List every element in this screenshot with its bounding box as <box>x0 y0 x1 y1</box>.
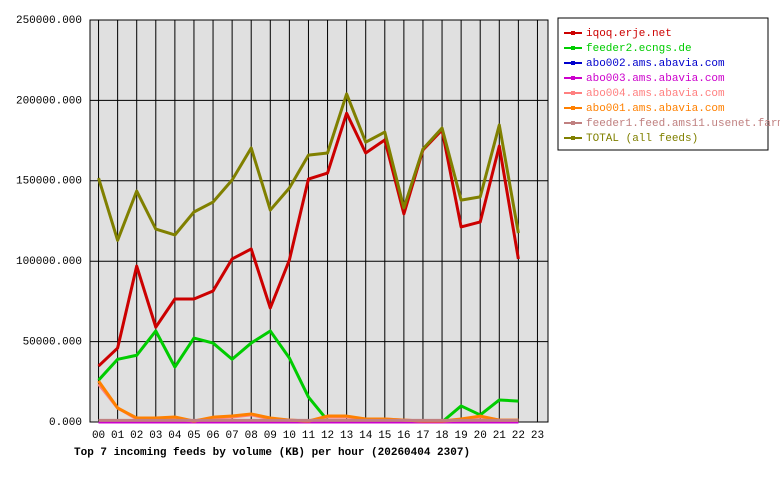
x-tick-label: 01 <box>111 430 125 442</box>
legend-label: abo002.ams.abavia.com <box>586 58 725 70</box>
legend-marker <box>571 61 575 65</box>
legend-marker <box>571 121 575 125</box>
legend-marker <box>571 91 575 95</box>
x-tick-label: 02 <box>130 430 143 442</box>
x-tick-label: 17 <box>416 430 429 442</box>
y-tick-label: 150000.000 <box>16 176 82 188</box>
x-tick-label: 09 <box>264 430 277 442</box>
y-tick-label: 250000.000 <box>16 15 82 27</box>
series-line <box>97 111 520 368</box>
x-tick-label: 22 <box>512 430 525 442</box>
x-tick-label: 13 <box>340 430 353 442</box>
x-tick-label: 19 <box>455 430 468 442</box>
y-tick-label: 50000.000 <box>23 337 82 349</box>
plot-area <box>89 19 549 423</box>
y-tick-label: 200000.000 <box>16 95 82 107</box>
chart-title: Top 7 incoming feeds by volume (KB) per … <box>74 447 470 459</box>
x-tick-label: 10 <box>283 430 296 442</box>
y-tick-label: 0.000 <box>49 417 82 429</box>
legend-marker <box>571 31 575 35</box>
x-tick-label: 11 <box>302 430 316 442</box>
x-tick-label: 23 <box>531 430 544 442</box>
x-tick-label: 00 <box>92 430 105 442</box>
x-tick-label: 20 <box>474 430 487 442</box>
x-tick-label: 07 <box>226 430 239 442</box>
x-tick-label: 04 <box>168 430 182 442</box>
legend-label: abo004.ams.abavia.com <box>586 88 725 100</box>
x-tick-label: 03 <box>149 430 162 442</box>
x-tick-label: 15 <box>378 430 391 442</box>
legend-label: feeder2.ecngs.de <box>586 43 692 55</box>
series-line <box>97 92 520 242</box>
legend-marker <box>571 46 575 50</box>
y-tick-label: 100000.000 <box>16 256 82 268</box>
legend-label: abo001.ams.abavia.com <box>586 103 725 115</box>
legend <box>557 17 769 151</box>
x-tick-label: 08 <box>245 430 258 442</box>
legend-label: TOTAL (all feeds) <box>586 133 698 145</box>
x-tick-label: 18 <box>435 430 448 442</box>
x-tick-label: 12 <box>321 430 334 442</box>
series-line <box>97 329 519 424</box>
x-tick-label: 05 <box>187 430 200 442</box>
x-tick-label: 21 <box>493 430 507 442</box>
legend-label: iqoq.erje.net <box>586 28 672 40</box>
legend-marker <box>571 76 575 80</box>
legend-marker <box>571 136 575 140</box>
legend-label: abo003.ams.abavia.com <box>586 73 725 85</box>
x-tick-label: 16 <box>397 430 410 442</box>
legend-label: feeder1.feed.ams11.usenet.farm <box>586 118 780 130</box>
x-tick-label: 06 <box>206 430 219 442</box>
legend-marker <box>571 106 575 110</box>
x-tick-label: 14 <box>359 430 373 442</box>
